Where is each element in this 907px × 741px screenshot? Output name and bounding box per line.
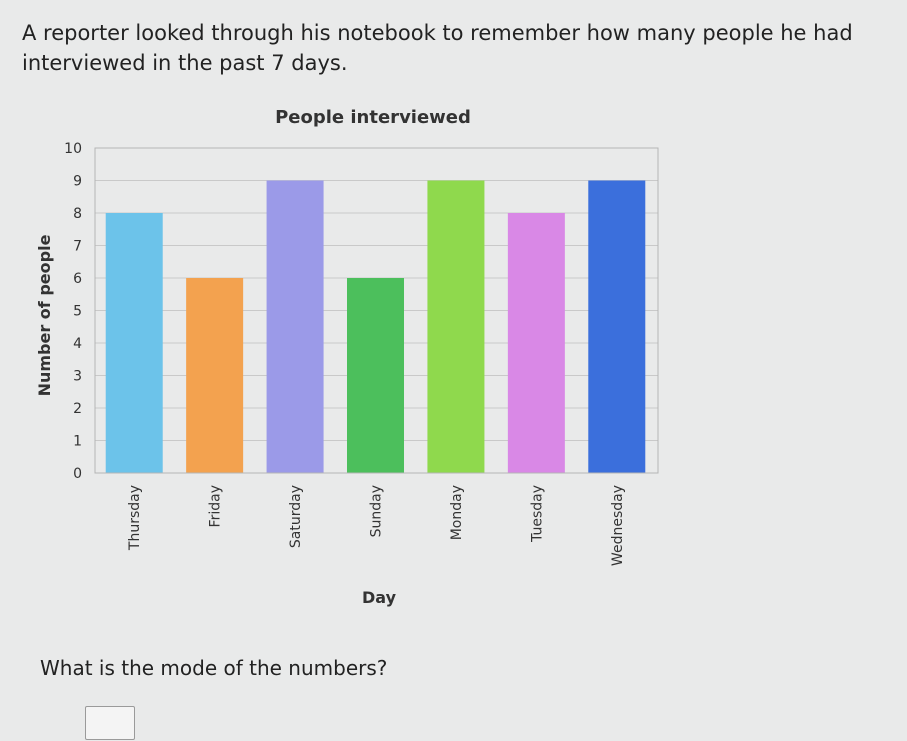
y-tick-label: 8 [73,206,82,222]
chart-title: People interviewed [275,107,471,128]
y-tick-label: 2 [73,401,82,417]
plot-frame [94,147,659,474]
bar-sunday [347,278,404,473]
bar-chart: People interviewed 0 1 2 3 4 5 6 7 8 9 10 Thursday… [0,95,700,629]
x-tick-label: Wednesday [610,485,626,566]
y-tick-label: 4 [73,336,82,352]
y-tick-label: 1 [73,434,82,450]
answer-input[interactable] [85,706,135,740]
bar-monday [427,180,485,473]
chart-svg: People interviewed 0 1 2 3 4 5 6 7 8 9 10 Thursday… [35,107,659,607]
x-tick-label: Saturday [288,485,304,548]
y-tick-label: 7 [73,239,82,255]
bar-tuesday [507,213,565,473]
bar-friday [186,278,244,473]
chart-bars [105,180,646,473]
x-tick-label: Friday [208,485,224,527]
y-tick-label: 0 [73,466,82,482]
prompt-text: What is the mode of the numbers? [40,656,388,680]
x-tick-label: Thursday [127,485,143,551]
y-tick-label: 6 [73,271,82,287]
y-axis-ticks: 0 1 2 3 4 5 6 7 8 9 10 [64,141,82,482]
x-tick-label: Sunday [369,485,385,537]
y-axis-label: Number of people [35,234,54,396]
y-tick-label: 10 [64,141,82,157]
bar-saturday [266,180,324,473]
y-tick-label: 9 [73,174,82,190]
y-tick-label: 3 [73,369,82,385]
bar-wednesday [588,180,646,473]
y-tick-label: 5 [73,304,82,320]
question-text: A reporter looked through his notebook t… [22,21,853,75]
bar-thursday [105,213,163,473]
x-axis-ticks: Thursday Friday Saturday Sunday Monday Tuesda… [127,485,626,566]
x-tick-label: Monday [449,485,465,540]
x-axis-label: Day [362,588,397,607]
x-tick-label: Tuesday [529,485,545,543]
